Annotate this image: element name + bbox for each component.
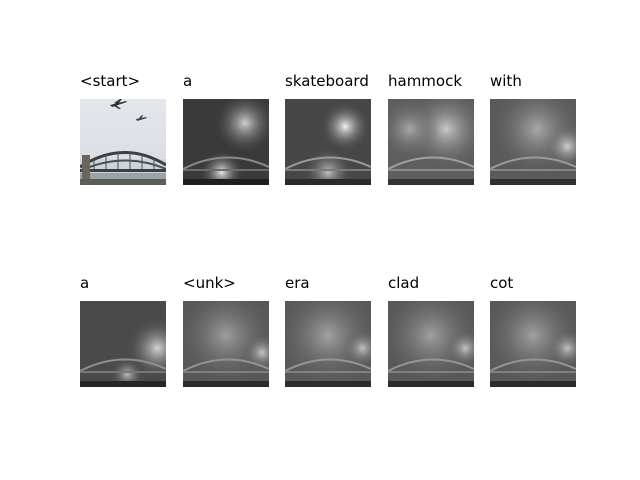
airplane-icon: [136, 115, 147, 121]
original-photo: [80, 99, 166, 185]
caption-word: hammock: [388, 72, 463, 90]
airplane-icon: [110, 99, 127, 109]
caption-word: a: [80, 274, 90, 292]
caption-word: skateboard: [285, 72, 369, 90]
attention-map: [80, 301, 166, 387]
attention-map: [285, 99, 371, 185]
attention-map: [490, 301, 576, 387]
attention-map: [490, 99, 576, 185]
caption-word: with: [490, 72, 522, 90]
caption-word: <unk>: [183, 274, 236, 292]
caption-word: cot: [490, 274, 514, 292]
attention-map: [388, 99, 474, 185]
attention-map: [388, 301, 474, 387]
caption-word: era: [285, 274, 310, 292]
attention-map: [183, 301, 269, 387]
caption-word: <start>: [80, 72, 141, 90]
caption-word: clad: [388, 274, 420, 292]
caption-word: a: [183, 72, 193, 90]
attention-map: [183, 99, 269, 185]
attention-map: [285, 301, 371, 387]
